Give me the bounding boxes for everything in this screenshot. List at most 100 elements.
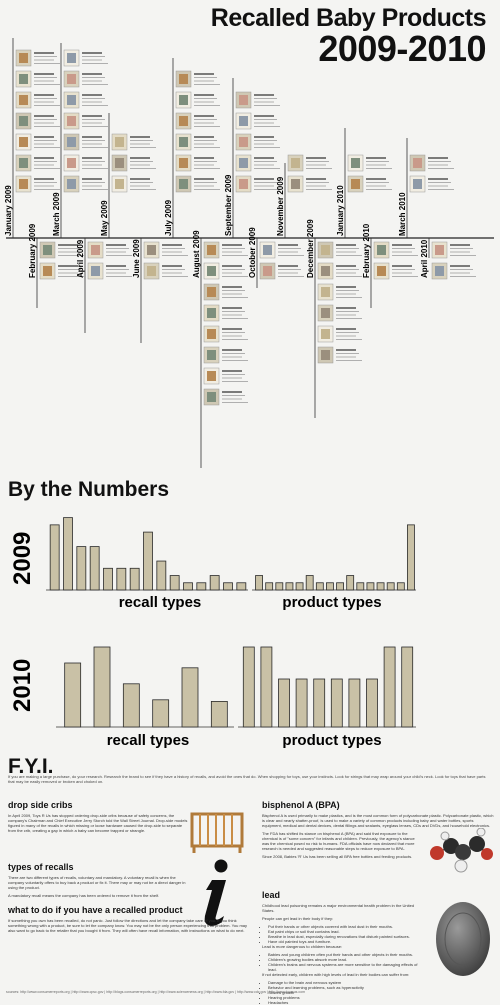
product-thumbnail-image xyxy=(351,158,360,168)
recalled-product-entry xyxy=(317,304,362,322)
product-thumbnail-image xyxy=(179,137,188,147)
lead-sample-illustration xyxy=(436,902,490,976)
lead-section: lead Childhood lead poisoning remains a … xyxy=(262,890,427,1005)
recall-types-label-2009: recall types xyxy=(119,594,202,610)
recalled-product-entry xyxy=(203,262,248,280)
product-thumbnail-image xyxy=(67,137,76,147)
recall-types-label-2010: recall types xyxy=(107,732,190,749)
recalled-product-entry xyxy=(15,112,60,130)
bar xyxy=(129,567,140,591)
product-thumbnail-image xyxy=(239,158,248,168)
recalled-product-entry xyxy=(63,91,108,109)
recalled-product-entry xyxy=(347,175,392,193)
bar xyxy=(356,582,365,591)
recalled-product-entry xyxy=(287,154,332,172)
sources-footer: sources: http://www.consumerreports.org … xyxy=(6,990,305,994)
product-thumbnail-image xyxy=(179,74,188,84)
recalled-product-section: what to do if you have a recalled produc… xyxy=(8,905,248,936)
recalled-product-entry xyxy=(63,175,108,193)
bar xyxy=(348,678,361,728)
product-thumbnail-image xyxy=(239,116,248,126)
timeline-month-label: March 2010 xyxy=(398,192,407,236)
recalled-product-entry xyxy=(317,283,362,301)
lead-list-2: Babies and young children often put thei… xyxy=(262,952,427,972)
product-thumbnail-image xyxy=(19,53,28,63)
bar xyxy=(285,582,294,591)
timeline-month-label: June 2009 xyxy=(132,239,141,278)
product-thumbnail-image xyxy=(321,266,330,276)
product-thumbnail-image xyxy=(291,179,300,189)
product-types-2009-bars xyxy=(252,524,416,591)
bar xyxy=(278,678,290,728)
recall-types-2009-bars xyxy=(46,517,248,591)
recalled-product-entry xyxy=(15,91,60,109)
product-thumbnail-image xyxy=(67,53,76,63)
recalled-product-entry xyxy=(63,133,108,151)
recalled-product-entry xyxy=(317,241,362,259)
bar xyxy=(366,678,378,728)
product-thumbnail-image xyxy=(67,179,76,189)
bpa-heading: bisphenol A (BPA) xyxy=(262,800,340,810)
bar xyxy=(315,582,324,591)
types-heading: types of recalls xyxy=(8,862,74,872)
recalled-product-entry xyxy=(373,262,418,280)
bar xyxy=(64,662,82,728)
recalled-product-entry xyxy=(317,262,362,280)
bar xyxy=(326,582,334,591)
product-thumbnail-image xyxy=(67,158,76,168)
title-line-2: 2009-2010 xyxy=(318,28,486,69)
lead-list-item: Breathe in lead dust, especially during … xyxy=(268,934,427,939)
recalled-product-entry xyxy=(63,154,108,172)
product-thumbnail-image xyxy=(377,266,386,276)
product-thumbnail-image xyxy=(291,158,300,168)
lead-list-item: Put their hands or other objects covered… xyxy=(268,924,427,929)
product-thumbnail-image xyxy=(413,179,422,189)
numbers-heading: By the Numbers xyxy=(8,478,170,501)
recalled-product-entry xyxy=(111,133,156,151)
product-thumbnail-image xyxy=(115,158,124,168)
recall-types-2010-bars xyxy=(56,646,234,728)
product-thumbnail-image xyxy=(19,116,28,126)
crib-illustration xyxy=(190,812,244,853)
product-thumbnail-image xyxy=(207,308,216,318)
fyi-heading: F.Y.I. xyxy=(8,755,54,778)
types-of-recalls-section: types of recalls There are two different… xyxy=(8,862,188,901)
cribs-text: In April 2009, Toys R Us has stopped ord… xyxy=(8,813,188,833)
product-thumbnail-image xyxy=(435,245,444,255)
product-thumbnail-image xyxy=(115,179,124,189)
recalled-product-entry xyxy=(15,154,60,172)
year-2009-label: 2009 xyxy=(9,532,36,585)
timeline-month-label: May 2009 xyxy=(100,200,109,236)
product-thumbnail-image xyxy=(67,95,76,105)
product-thumbnail-image xyxy=(179,158,188,168)
todo-heading: what to do if you have a recalled produc… xyxy=(8,905,183,915)
product-thumbnail-image xyxy=(19,137,28,147)
product-thumbnail-image xyxy=(179,95,188,105)
product-thumbnail-image xyxy=(67,116,76,126)
recalled-product-entry xyxy=(143,241,188,259)
product-types-label-2009: product types xyxy=(282,594,381,610)
bar xyxy=(401,646,414,728)
timeline-month-label: July 2009 xyxy=(164,199,173,236)
bar xyxy=(63,517,73,591)
product-thumbnail-image xyxy=(179,179,188,189)
recalled-product-entry xyxy=(15,175,60,193)
recalled-product-entry xyxy=(235,112,280,130)
recalled-product-entry xyxy=(203,283,248,301)
bar xyxy=(366,582,375,591)
bar xyxy=(210,701,228,728)
bar xyxy=(103,567,113,591)
recalled-product-entry xyxy=(63,49,108,67)
lead-text-4: If not detected early, children with hig… xyxy=(262,972,410,977)
timeline-month-label: January 2010 xyxy=(336,185,345,236)
bar xyxy=(255,575,263,591)
fyi-intro: If you are making a large purchase, do y… xyxy=(8,774,486,784)
recalled-product-entry xyxy=(111,154,156,172)
product-thumbnail-image xyxy=(321,245,330,255)
recalled-product-entry xyxy=(431,241,476,259)
product-thumbnail-image xyxy=(19,179,28,189)
product-thumbnail-image xyxy=(19,74,28,84)
recalled-product-entry xyxy=(409,175,454,193)
lead-list-1: Put their hands or other objects covered… xyxy=(262,924,427,944)
recalled-product-entry xyxy=(235,133,280,151)
